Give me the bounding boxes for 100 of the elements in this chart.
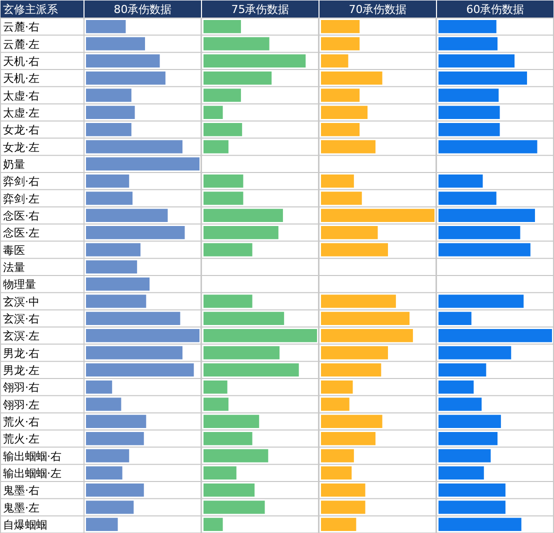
y-tick-label: 玄溟·右: [3, 312, 40, 326]
bar: [86, 140, 182, 154]
bar: [86, 346, 182, 360]
y-tick-label: 鬼墨·左: [3, 501, 40, 514]
bar: [86, 294, 146, 308]
bar: [438, 380, 474, 394]
bar: [86, 243, 140, 256]
y-tick-label: 念医·左: [3, 226, 40, 240]
y-tick-label: 念医·右: [3, 209, 40, 222]
bar: [438, 329, 552, 342]
bar: [204, 88, 241, 102]
bar: [438, 414, 501, 428]
bar: [204, 294, 252, 308]
bar: [438, 518, 522, 531]
bar: [86, 312, 180, 325]
bar: [321, 226, 378, 240]
bar: [86, 449, 130, 462]
bar: [86, 88, 132, 102]
bar: [204, 432, 252, 446]
bar: [438, 312, 472, 325]
bar: [86, 329, 200, 342]
bar: [204, 140, 228, 154]
bar: [438, 72, 528, 85]
y-tick-label: 弈剑·右: [3, 175, 40, 188]
bar: [438, 88, 499, 102]
bar: [86, 260, 138, 274]
y-tick-label: 云麓·右: [3, 20, 40, 34]
y-tick-label: 翎羽·右: [2, 381, 40, 394]
bar: [86, 123, 132, 136]
bar: [438, 140, 538, 154]
y-tick-label: 云麓·左: [3, 38, 40, 51]
bar: [438, 174, 483, 188]
bar: [204, 54, 306, 68]
bar: [204, 449, 268, 462]
bar: [438, 123, 500, 136]
bar: [204, 312, 284, 325]
bar: [321, 329, 413, 342]
bar: [438, 208, 535, 222]
bar: [321, 466, 352, 480]
y-tick-label: 女龙·左: [3, 140, 40, 154]
bar: [86, 208, 168, 222]
bar: [321, 243, 388, 256]
y-tick-label: 奶量: [3, 158, 25, 171]
bar: [321, 192, 362, 205]
y-tick-label: 太虚·右: [3, 89, 40, 102]
bar: [204, 192, 244, 205]
bar: [438, 449, 491, 462]
bar: [438, 294, 524, 308]
bar: [321, 484, 366, 497]
bar: [204, 226, 278, 240]
bar: [86, 363, 194, 376]
bar: [204, 484, 255, 497]
bar: [204, 414, 260, 428]
bar: [438, 37, 498, 50]
bar: [86, 20, 126, 34]
bar: [321, 20, 360, 34]
bar: [204, 20, 241, 34]
y-tick-label: 天机·左: [3, 72, 40, 86]
bar: [438, 363, 486, 376]
bar: [204, 518, 223, 531]
chart-title: 80承伤数据: [114, 3, 172, 16]
bar: [438, 226, 520, 240]
bar: [438, 106, 500, 119]
chart-title: 75承伤数据: [231, 3, 290, 16]
bar: [438, 432, 498, 446]
bar: [321, 106, 368, 119]
bar: [204, 72, 272, 85]
bar: [321, 54, 348, 68]
y-tick-label: 玄溟·中: [3, 295, 40, 308]
bar: [321, 449, 354, 462]
bar: [86, 466, 122, 480]
bar: [86, 518, 118, 531]
bar: [438, 484, 506, 497]
bar: [321, 88, 360, 102]
y-tick-label: 毒医: [3, 244, 25, 257]
bar: [438, 192, 496, 205]
bar: [86, 106, 135, 119]
bar: [321, 208, 434, 222]
bar: [321, 72, 382, 85]
bar: [86, 414, 146, 428]
bar: [204, 243, 252, 256]
bar: [204, 500, 265, 514]
bar: [321, 398, 350, 411]
y-tick-label: 荒火·右: [3, 415, 40, 428]
bar: [204, 329, 317, 342]
y-tick-label: 玄溟·左: [3, 330, 40, 343]
bar: [438, 346, 512, 360]
y-tick-label: 太虚·左: [3, 106, 40, 120]
bar: [438, 398, 482, 411]
bar: [321, 518, 356, 531]
bar: [321, 432, 376, 446]
bar: [204, 37, 270, 50]
bar: [204, 346, 280, 360]
bar: [86, 157, 200, 170]
bar: [86, 192, 133, 205]
bar: [86, 278, 150, 291]
bar: [321, 174, 354, 188]
bar: [204, 174, 244, 188]
bar: [86, 226, 185, 240]
bar: [204, 398, 228, 411]
